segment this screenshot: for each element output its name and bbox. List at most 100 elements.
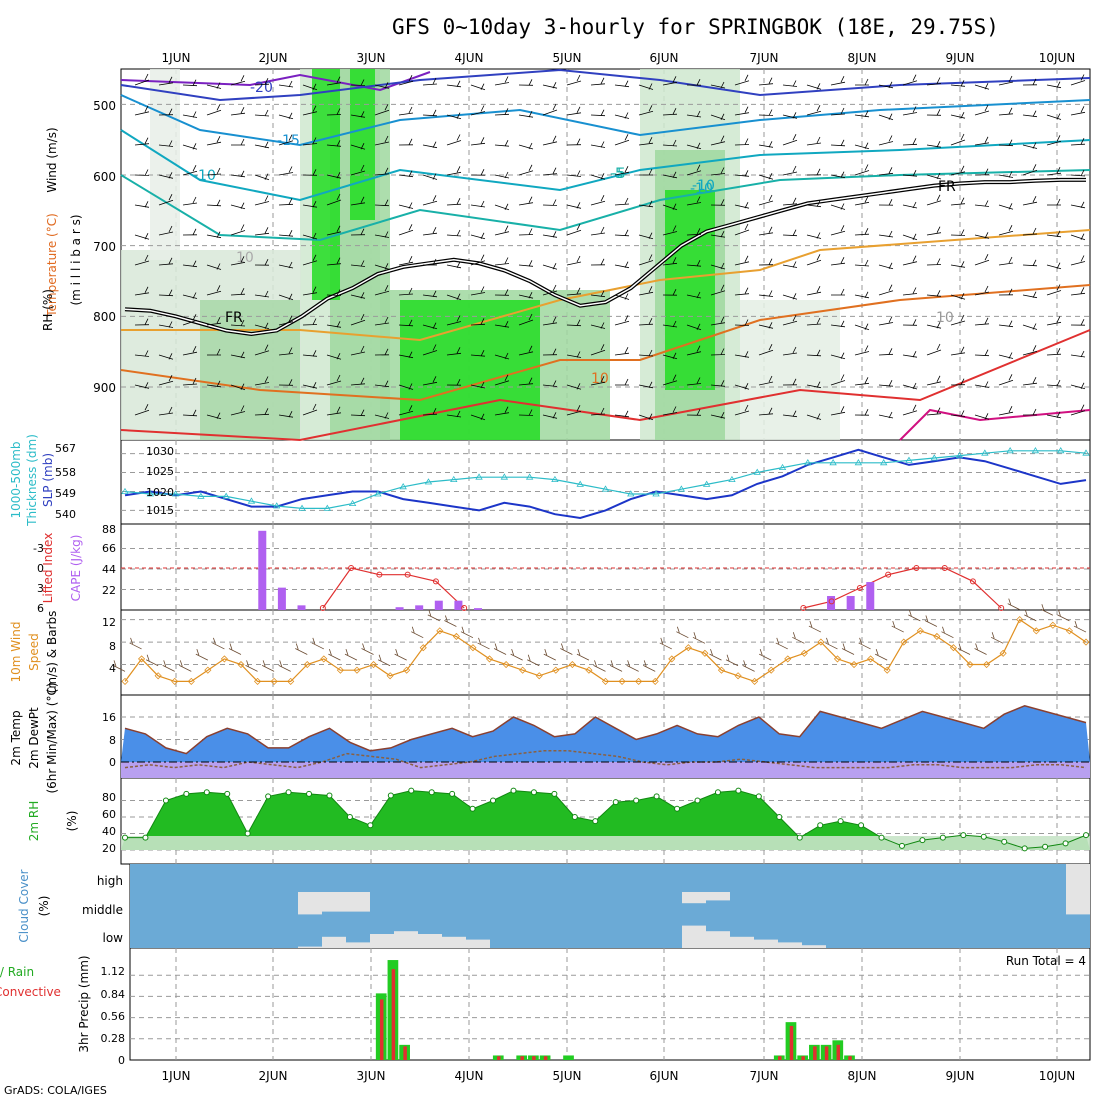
wind-speed-point [684,644,692,652]
wind10-barb [742,660,755,672]
wind-barb [878,316,894,326]
wind-barb [1070,138,1086,146]
wind-barb [326,225,342,236]
wind-barb [614,112,630,119]
cloud-low-cell [682,925,706,948]
wind-barb [974,254,990,266]
wind-barb [566,170,582,177]
wind-barb [398,405,414,416]
wind-speed-point [668,655,676,663]
wind-barb [518,292,534,299]
wind-barb [638,349,654,357]
speed-axis-label: Speed [27,633,41,671]
wind-barb [206,317,222,326]
wind-barb [398,383,414,390]
wind-barb [830,352,846,360]
wind10-barb [543,649,556,661]
rh-tick: 20 [102,842,116,855]
dewpt2m-axis-label: 2m DewPt [27,707,41,769]
precip-conv-bar [520,1056,524,1060]
precip-conv-bar [801,1056,805,1060]
wind-barb [326,76,342,86]
wind10-barb [1007,598,1020,610]
wind-barb [470,232,486,240]
wind-barb [254,141,270,149]
wind-barb [782,293,798,300]
wind-barb [974,285,990,296]
wind10-barb [858,637,871,650]
wind-barb [134,404,150,416]
cape-bar [277,587,286,610]
wind10-barb [759,649,772,661]
wind-speed-point [502,660,510,669]
wind-barb [542,412,558,419]
wind10-barb [162,660,175,672]
wind-barb [615,378,629,386]
cloud-low-cell [418,934,442,948]
wind-barb [350,228,366,236]
temp-tick: 8 [109,734,116,747]
rh-point [735,787,742,794]
wind10-barb [145,654,159,667]
wind-barb [806,254,822,266]
wind-barb [686,345,702,356]
wind-speed-point [353,666,361,674]
wind-barb [662,289,678,296]
rh-point [428,789,435,796]
wind-barb [902,404,918,416]
wind-barb [590,322,606,329]
wind10-barb [676,626,689,639]
wind-barb [230,75,246,86]
wind-barb [398,202,414,209]
wind-barb [542,316,558,326]
wind-barb [158,406,174,416]
thickness-tick: 567 [55,442,76,455]
wind10-barb [1024,609,1037,622]
wind-speed-point [320,655,328,663]
rh2m-y-ticks: 20 40 60 80 [102,791,116,855]
wind-speed-point [171,677,179,685]
lifted-index-point [432,578,439,585]
wind-barb [590,195,606,206]
contour-label: 10 [936,310,954,326]
wind-barb [758,141,774,148]
wind10-barb [841,643,855,655]
run-total-label: Run Total = 4 [1006,954,1086,968]
wind-barb [302,318,318,326]
cloud-background [130,864,1090,948]
thickness-point [273,502,281,509]
wind-barb [206,412,222,420]
wind10-barb [311,637,325,650]
cloud-low-cell [322,936,346,948]
top-day-label: 2JUN [259,51,288,65]
wind-barb [182,409,198,417]
wind10-barb [709,649,722,661]
wind-barb [446,134,462,146]
wind-speed-point [1049,621,1057,629]
wind10-barb [245,660,258,672]
thickness-point [905,456,913,463]
cloud-low-cell [466,939,490,948]
wind-speed-point [1032,627,1040,635]
wind-barb [686,323,702,331]
precip-y-ticks: 0 0.28 0.56 0.84 1.12 [101,965,126,1067]
wind-barb [830,139,846,147]
wind-barb [278,80,294,88]
wind-speed-point [850,660,858,669]
rh-line [125,790,1087,849]
wind-barb [758,322,774,329]
wind-barb [422,109,438,117]
wind-barb [326,193,342,206]
wind-barb [662,352,678,360]
wind-barb [470,137,486,146]
wind-barb [758,194,774,206]
wind-speed-point [933,632,941,641]
wind-barb [302,350,318,357]
wind-barb [902,287,918,296]
rh-point [285,789,292,796]
lifted-index-point [828,598,835,605]
wind10-y-ticks: 4 8 12 [102,616,116,675]
wind-barb [1046,379,1062,387]
wind-barb [830,107,846,116]
wind-barb [422,376,438,386]
